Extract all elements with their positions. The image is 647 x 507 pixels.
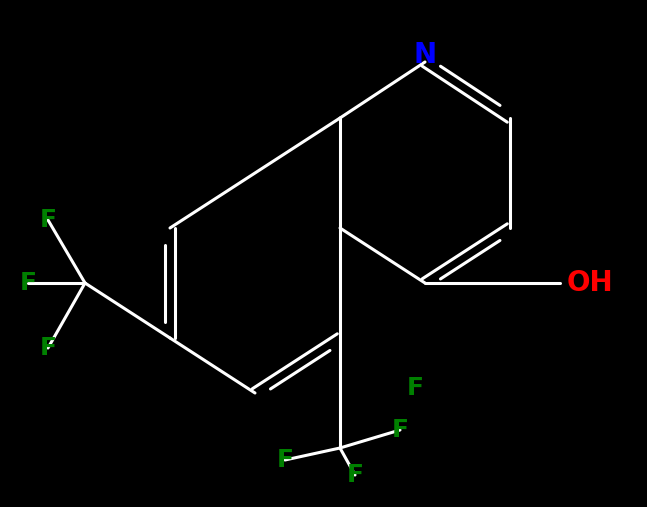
Text: F: F — [276, 448, 294, 472]
Text: F: F — [391, 418, 408, 442]
Text: F: F — [39, 208, 56, 232]
Text: F: F — [406, 376, 424, 400]
Text: F: F — [39, 336, 56, 360]
Text: F: F — [347, 463, 364, 487]
Text: N: N — [413, 41, 437, 69]
Text: F: F — [19, 271, 36, 295]
Text: OH: OH — [567, 269, 613, 297]
